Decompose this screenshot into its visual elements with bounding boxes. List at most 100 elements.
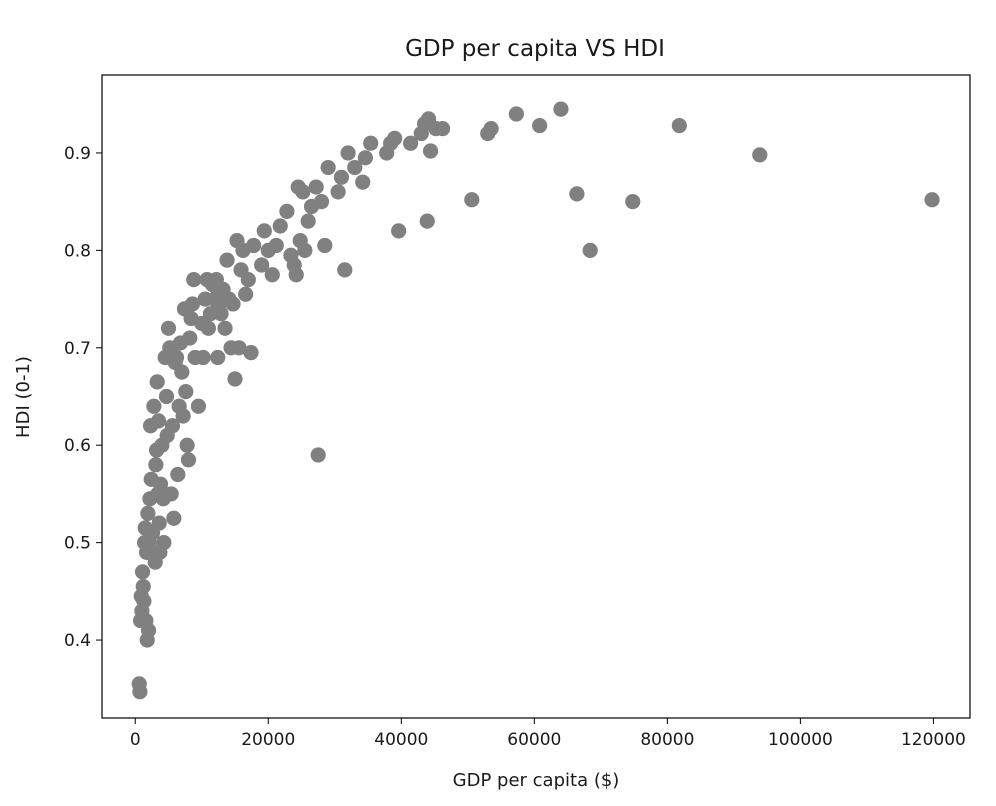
data-point (195, 349, 211, 366)
data-point (231, 340, 247, 356)
data-point (238, 286, 254, 302)
data-point (240, 271, 256, 288)
data-point (140, 622, 157, 638)
data-point (134, 564, 151, 580)
data-point (174, 364, 190, 380)
data-point (403, 135, 419, 151)
data-point (200, 320, 217, 336)
data-points (131, 101, 940, 700)
data-point (582, 242, 598, 258)
y-tick-label: 0.6 (64, 436, 91, 456)
x-tick-label: 60000 (507, 730, 561, 750)
y-tick-label: 0.8 (64, 241, 91, 261)
x-axis-label: GDP per capita ($) (453, 770, 620, 791)
data-point (164, 418, 181, 434)
data-point (268, 237, 284, 254)
data-point (148, 457, 164, 473)
data-point (569, 186, 585, 202)
data-point (146, 398, 162, 414)
data-point (210, 349, 226, 366)
data-point (313, 194, 330, 210)
data-point (272, 218, 288, 234)
data-point (140, 505, 156, 522)
data-point (182, 330, 198, 346)
data-point (149, 374, 165, 390)
data-point (170, 466, 186, 483)
data-point (132, 684, 148, 700)
data-point (219, 252, 235, 268)
data-point (225, 296, 241, 312)
data-point (330, 184, 346, 200)
y-tick-label: 0.9 (64, 144, 91, 164)
data-point (180, 452, 197, 468)
data-point (175, 408, 191, 424)
data-point (254, 257, 270, 273)
data-point (625, 194, 641, 210)
data-point (217, 320, 233, 336)
data-point (163, 486, 179, 502)
data-point (355, 174, 371, 190)
data-point (184, 296, 201, 312)
data-point (246, 237, 262, 254)
data-point (333, 169, 350, 185)
x-tick-label: 20000 (241, 730, 295, 750)
data-point (160, 320, 177, 336)
x-tick-label: 120000 (901, 730, 966, 750)
data-point (179, 437, 195, 453)
data-point (434, 120, 451, 137)
data-point (135, 578, 151, 595)
data-point (288, 267, 304, 283)
data-point (166, 510, 182, 526)
x-tick-label: 40000 (374, 730, 428, 750)
data-point (264, 267, 280, 283)
data-point (190, 398, 207, 414)
data-point (295, 184, 311, 200)
y-tick-label: 0.7 (64, 339, 91, 359)
data-point (256, 223, 272, 239)
data-point (317, 237, 333, 254)
y-tick-label: 0.5 (64, 534, 91, 554)
data-point (391, 223, 407, 239)
data-point (671, 118, 687, 134)
data-point (300, 213, 316, 229)
data-point (464, 192, 480, 208)
data-point (158, 388, 175, 405)
data-point (213, 306, 229, 322)
data-point (363, 135, 379, 151)
chart-title: GDP per capita VS HDI (405, 36, 665, 62)
data-point (422, 143, 439, 159)
y-axis: 0.4 0.5 0.6 0.7 0.8 0.9 (64, 144, 102, 651)
data-point (320, 159, 336, 176)
data-point (340, 145, 356, 161)
x-tick-label: 80000 (640, 730, 694, 750)
x-tick-label: 100000 (768, 730, 833, 750)
data-point (419, 213, 435, 229)
data-point (178, 384, 194, 400)
data-point (156, 535, 172, 551)
x-tick-label: 0 (130, 730, 141, 750)
data-point (357, 150, 373, 166)
data-point (151, 515, 167, 531)
data-point (202, 306, 219, 322)
data-point (553, 101, 569, 117)
data-point (227, 371, 243, 387)
data-point (308, 179, 324, 195)
y-tick-label: 0.4 (64, 631, 91, 651)
x-axis: 0 20000 40000 60000 80000 100000 120000 (130, 718, 966, 750)
data-point (243, 345, 259, 361)
data-point (297, 242, 313, 258)
data-point (310, 447, 326, 463)
data-point (168, 349, 185, 366)
data-point (150, 413, 167, 429)
data-point (347, 159, 363, 176)
data-point (387, 130, 403, 146)
y-axis-label: HDI (0-1) (13, 356, 34, 438)
data-point (152, 476, 169, 492)
data-point (279, 203, 295, 219)
data-point (337, 262, 353, 278)
data-point (924, 192, 940, 208)
data-point (532, 118, 548, 134)
data-point (483, 120, 499, 137)
data-point (136, 593, 152, 609)
